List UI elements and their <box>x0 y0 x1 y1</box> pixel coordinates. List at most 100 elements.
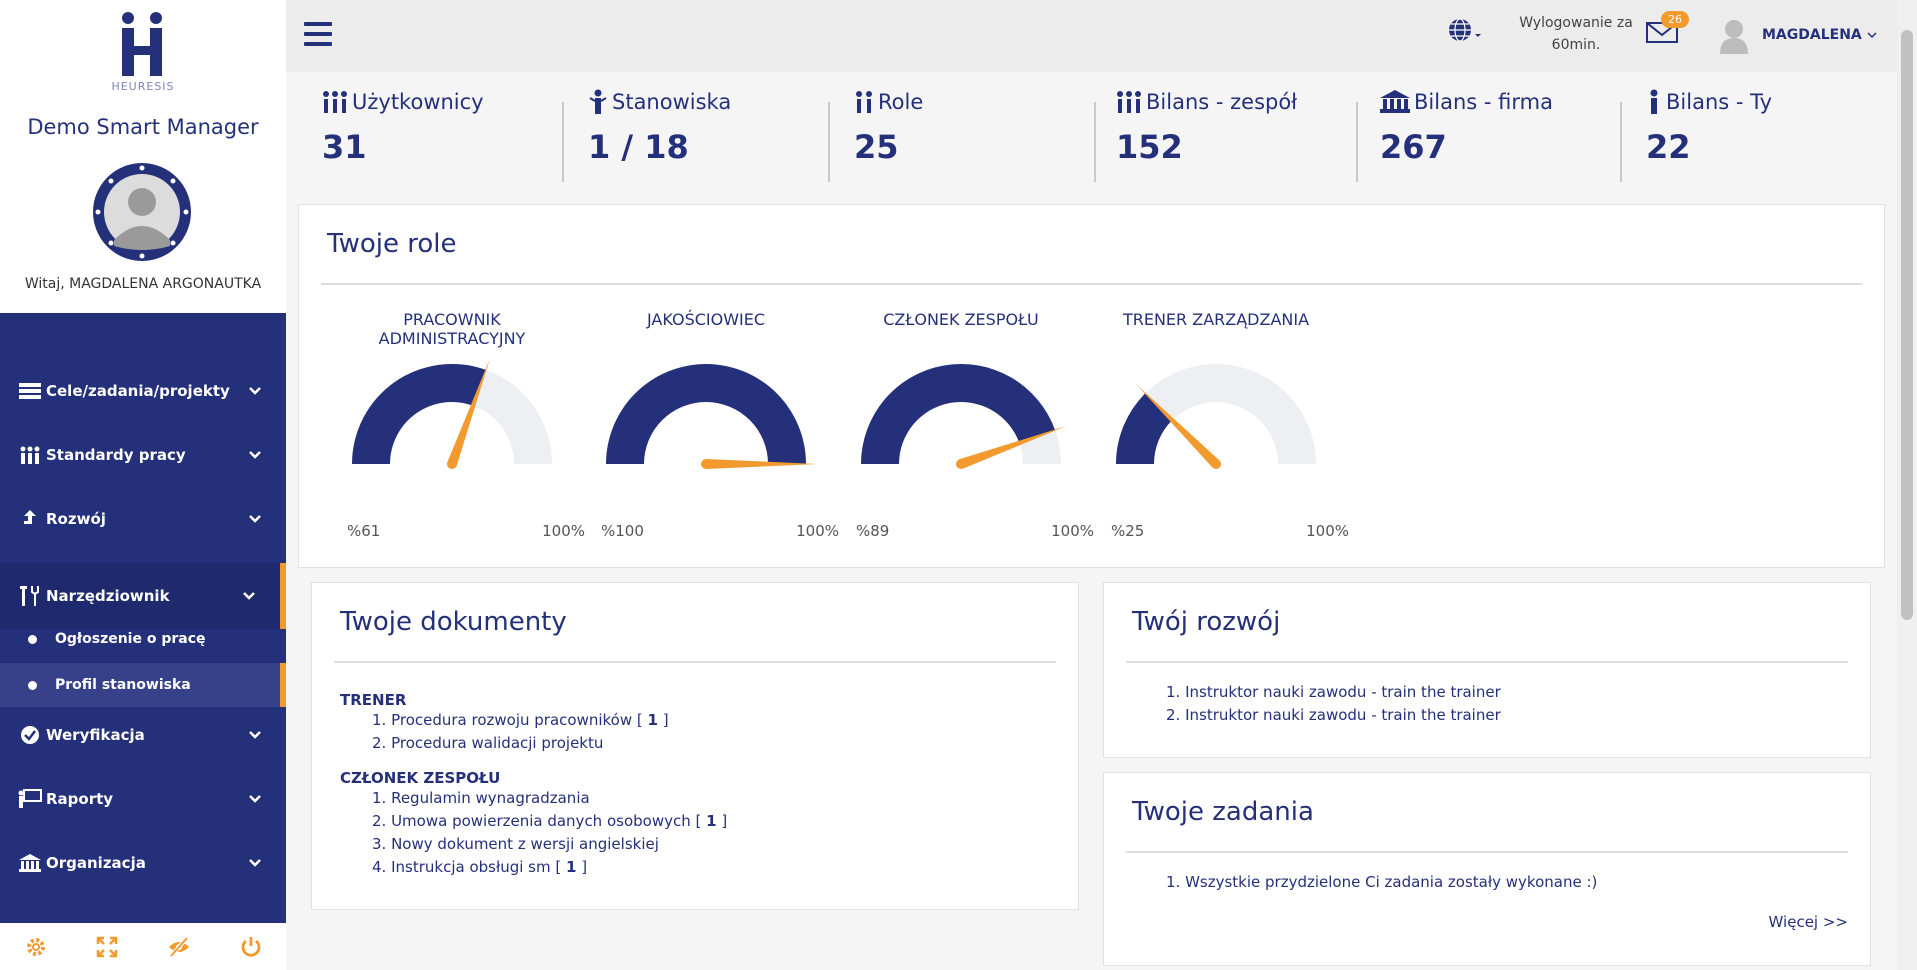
card-title: Twoje zadania <box>1132 797 1314 827</box>
gauge-dial <box>861 364 1067 469</box>
language-globe-icon[interactable] <box>1448 18 1482 44</box>
fullscreen-icon[interactable] <box>96 936 118 958</box>
card-title: Twój rozwój <box>1132 607 1281 637</box>
user-menu[interactable]: MAGDALENA <box>1762 27 1877 43</box>
gear-icon[interactable] <box>25 936 47 958</box>
power-icon[interactable] <box>240 936 262 958</box>
stat-users[interactable]: Użytkownicy 31 <box>322 86 542 166</box>
role-gauge[interactable]: TRENER ZARZĄDZANIA %25 100% <box>1101 310 1349 540</box>
document-link[interactable]: 2. Procedura walidacji projektu <box>340 732 1040 755</box>
document-name: 4. Instrukcja obsługi sm <box>372 858 551 876</box>
sidebar-item-organization[interactable]: Organizacja <box>0 843 286 883</box>
avatar[interactable] <box>92 162 192 262</box>
gauge-dial <box>352 358 552 469</box>
stat-value: 25 <box>854 128 899 166</box>
gauge-value-label: %25 <box>1111 522 1145 540</box>
sidebar-item-verification[interactable]: Weryfikacja <box>0 715 286 755</box>
divider <box>562 102 564 182</box>
eye-off-icon[interactable] <box>167 936 191 958</box>
gauge-max-label: 100% <box>1306 522 1349 540</box>
role-gauge[interactable]: JAKOŚCIOWIEC %100 100% <box>591 310 839 540</box>
greeting: Witaj, MAGDALENA ARGONAUTKA <box>24 276 262 292</box>
person-icon <box>589 89 607 114</box>
check-circle-icon <box>16 725 44 745</box>
sidebar-subitem-job-profile[interactable]: Profil stanowiska <box>0 663 286 707</box>
stat-value: 1 / 18 <box>588 128 689 166</box>
gauge-max-label: 100% <box>1051 522 1094 540</box>
stat-title: Stanowiska <box>612 90 732 114</box>
user-name: MAGDALENA <box>1762 27 1862 43</box>
gauge-title: JAKOŚCIOWIEC <box>646 310 766 329</box>
divider <box>1094 102 1096 182</box>
gauge-hub <box>956 459 966 469</box>
gauge-needle <box>706 459 818 469</box>
roles-card: Twoje role PRACOWNIK ADMINISTRACYJNY %61 1… <box>298 204 1885 568</box>
list-item[interactable]: 1. Instruktor nauki zawodu - train the t… <box>1166 683 1501 701</box>
divider <box>334 661 1056 663</box>
heuresis-logo[interactable] <box>118 10 168 80</box>
gauge-max-label: 100% <box>796 522 839 540</box>
document-link[interactable]: 3. Nowy dokument z wersji angielskiej <box>340 833 1040 856</box>
development-list: 1. Instruktor nauki zawodu - train the t… <box>1166 681 1501 727</box>
sidebar-item-goals[interactable]: Cele/zadania/projekty <box>0 371 286 411</box>
sidebar-item-reports[interactable]: Raporty <box>0 779 286 819</box>
doc-group-title: CZŁONEK ZESPOŁU <box>340 769 501 787</box>
document-link[interactable]: 2. Umowa powierzenia danych osobowych [ … <box>372 812 728 830</box>
sidebar-item-standards[interactable]: Standardy pracy <box>0 435 286 475</box>
document-link[interactable]: 4. Instrukcja obsługi sm [ 1 ] <box>372 858 588 876</box>
gauge-fill <box>861 364 1056 464</box>
bullet-icon <box>28 634 37 644</box>
document-name: 3. Nowy dokument z wersji angielskiej <box>372 835 659 853</box>
divider <box>1620 102 1622 182</box>
gauge-value-label: %61 <box>347 522 381 540</box>
sidebar-item-label: Weryfikacja <box>46 726 145 744</box>
role-gauge[interactable]: PRACOWNIK ADMINISTRACYJNY %61 100% <box>337 310 585 540</box>
logo-text: HEURESIS <box>111 80 175 93</box>
stat-value: 267 <box>1380 128 1447 166</box>
mail-badge: 26 <box>1661 11 1689 28</box>
gauge-fill <box>606 364 806 464</box>
divider <box>321 283 1862 285</box>
scrollbar-thumb[interactable] <box>1901 30 1913 620</box>
list-item[interactable]: 2. Instruktor nauki zawodu - train the t… <box>1166 706 1501 724</box>
presentation-icon <box>16 789 44 809</box>
sidebar-item-development[interactable]: Rozwój <box>0 499 286 539</box>
stat-your-balance[interactable]: Bilans - Ty 22 <box>1646 86 1866 166</box>
team-icon <box>16 446 44 464</box>
gauge-title: CZŁONEK ZESPOŁU <box>883 310 1039 329</box>
more-link[interactable]: Więcej >> <box>1768 913 1848 931</box>
gauge-hub <box>1211 459 1221 469</box>
stat-value: 31 <box>322 128 367 166</box>
gauge-fill <box>1116 393 1173 464</box>
sidebar-nav: Cele/zadania/projekty Standardy pracy Ro… <box>0 313 286 923</box>
pair-icon <box>856 91 872 113</box>
gauge-value-label: %100 <box>601 522 644 540</box>
stat-title: Bilans - Ty <box>1666 90 1773 114</box>
document-link[interactable]: 1. Procedura rozwoju pracowników [ 1 ] <box>372 711 669 729</box>
chevron-down-icon <box>249 859 261 867</box>
building-icon <box>16 854 44 872</box>
sidebar-item-label: Narzędziownik <box>46 587 170 605</box>
role-gauge[interactable]: CZŁONEK ZESPOŁU %89 100% <box>846 310 1094 540</box>
gauge-needle <box>959 426 1067 469</box>
sidebar-item-tools[interactable]: Narzędziownik <box>0 563 286 629</box>
user-avatar-icon[interactable] <box>1718 18 1750 54</box>
team-icon <box>323 91 347 113</box>
bullet-icon <box>28 680 37 690</box>
list-icon <box>16 383 44 399</box>
divider <box>1126 661 1848 663</box>
stat-roles[interactable]: Role 25 <box>854 86 1074 166</box>
gauge-hub <box>447 459 457 469</box>
documents-card: Twoje dokumenty TRENER 1. Procedura rozw… <box>311 582 1079 910</box>
gauge-value-label: %89 <box>856 522 890 540</box>
gauge-title: TRENER ZARZĄDZANIA <box>1122 310 1310 329</box>
document-link[interactable]: 1. Regulamin wynagradzania <box>340 787 1040 810</box>
stat-company-balance[interactable]: Bilans - firma 267 <box>1380 86 1600 166</box>
stat-team-balance[interactable]: Bilans - zespół 152 <box>1116 86 1336 166</box>
menu-toggle-icon[interactable] <box>304 22 332 46</box>
sidebar-profile: HEURESIS Demo Smart Manager Witaj, MAGDA… <box>0 0 286 313</box>
scrollbar[interactable] <box>1897 0 1917 970</box>
sidebar-subitem-job-ad[interactable]: Ogłoszenie o pracę <box>0 617 286 661</box>
tools-icon <box>16 586 44 606</box>
stat-positions[interactable]: Stanowiska 1 / 18 <box>588 86 808 166</box>
